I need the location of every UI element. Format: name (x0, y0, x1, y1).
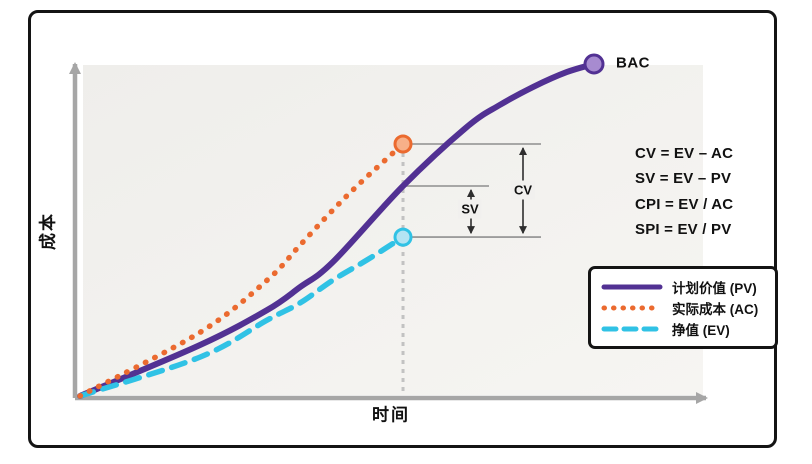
legend-label-ev: 挣值 (EV) (672, 322, 730, 338)
legend-item-ev: 挣值 (EV) (601, 320, 765, 338)
formula-cpi: CPI = EV / AC (635, 195, 734, 213)
legend: 计划价值 (PV) 实际成本 (AC) 挣值 (EV) (588, 266, 778, 349)
legend-label-pv: 计划价值 (PV) (672, 280, 757, 296)
formula-cv: CV = EV – AC (635, 145, 734, 162)
legend-item-pv: 计划价值 (PV) (601, 278, 765, 296)
bac-label: BAC (616, 54, 650, 72)
ev-curve (77, 234, 406, 399)
cv-annotation-label: CV (510, 180, 536, 200)
formula-sv: SV = EV – PV (635, 170, 732, 188)
y-axis-label: 成本 (38, 212, 58, 250)
x-axis-label: 时间 (372, 405, 410, 425)
legend-label-ac: 实际成本 (AC) (672, 301, 759, 317)
legend-item-ac: 实际成本 (AC) (601, 299, 765, 317)
ac-curve (77, 141, 406, 399)
formula-spi: SPI = EV / PV (635, 221, 732, 239)
ac-measurement-point (393, 134, 413, 154)
ev-line-swatch (601, 326, 663, 331)
ac-line-swatch (601, 305, 663, 310)
formulas-panel: CV = EV – AC SV = EV – PV CPI = EV / AC … (635, 141, 733, 243)
sv-annotation-label: SV (458, 199, 482, 219)
pv-line-swatch (601, 284, 663, 289)
ev-measurement-point (393, 227, 413, 247)
bac-point (583, 53, 605, 75)
pv-curve (77, 61, 597, 399)
